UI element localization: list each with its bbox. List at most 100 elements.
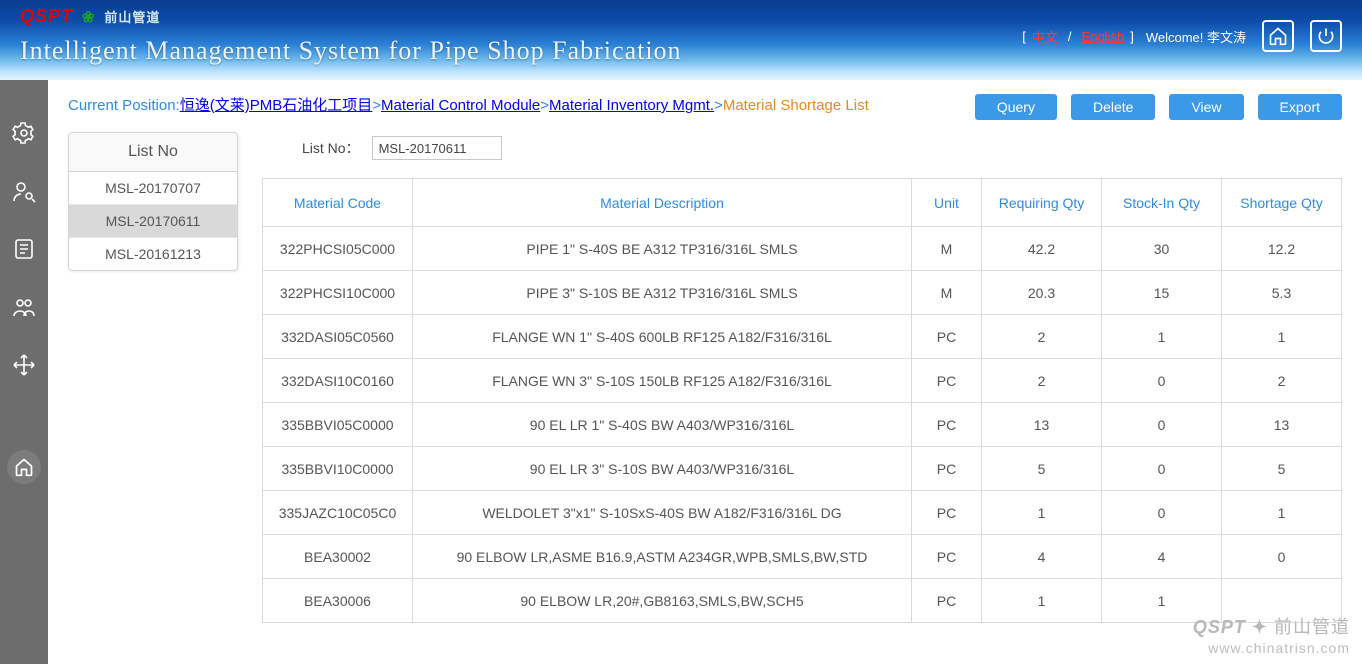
- lang-bracket-close: ]: [1130, 29, 1134, 44]
- table-row[interactable]: 335BBVI05C000090 EL LR 1" S-40S BW A403/…: [263, 403, 1342, 447]
- cell-short: 2: [1222, 359, 1342, 403]
- power-icon: [1316, 26, 1336, 46]
- breadcrumb-module[interactable]: Material Control Module: [381, 97, 540, 114]
- table-row[interactable]: 322PHCSI10C000PIPE 3" S-10S BE A312 TP31…: [263, 271, 1342, 315]
- nav-user[interactable]: [11, 178, 37, 204]
- cell-short: 1: [1222, 315, 1342, 359]
- table-row[interactable]: 332DASI05C0560FLANGE WN 1" S-40S 600LB R…: [263, 315, 1342, 359]
- cell-unit: M: [912, 227, 982, 271]
- cell-req: 5: [982, 447, 1102, 491]
- header-right: [ 中文 / English ] Welcome! 李文涛: [1022, 20, 1342, 52]
- cell-code: 322PHCSI10C000: [263, 271, 413, 315]
- cell-req: 1: [982, 579, 1102, 623]
- cell-desc: 90 EL LR 3" S-10S BW A403/WP316/316L: [413, 447, 912, 491]
- cell-short: 0: [1222, 535, 1342, 579]
- app-header: QSPT ❀ 前山管道 Intelligent Management Syste…: [0, 0, 1362, 80]
- cell-desc: FLANGE WN 3" S-10S 150LB RF125 A182/F316…: [413, 359, 912, 403]
- logo-cn: 前山管道: [104, 10, 160, 25]
- column-header-short[interactable]: Shortage Qty: [1222, 179, 1342, 227]
- cell-req: 1: [982, 491, 1102, 535]
- cell-code: 332DASI05C0560: [263, 315, 413, 359]
- cell-desc: 90 ELBOW LR,20#,GB8163,SMLS,BW,SCH5: [413, 579, 912, 623]
- column-header-req[interactable]: Requiring Qty: [982, 179, 1102, 227]
- breadcrumb-submodule[interactable]: Material Inventory Mgmt.: [549, 97, 714, 114]
- cell-code: BEA30006: [263, 579, 413, 623]
- user-search-icon: [12, 179, 36, 203]
- list-item[interactable]: MSL-20170707: [69, 172, 237, 205]
- cell-desc: PIPE 1" S-40S BE A312 TP316/316L SMLS: [413, 227, 912, 271]
- breadcrumb: Current Position:恒逸(文莱)PMB石油化工项目>Materia…: [68, 94, 869, 115]
- cell-code: BEA30002: [263, 535, 413, 579]
- welcome-user: 李文涛: [1207, 30, 1246, 45]
- cell-stock: 1: [1102, 315, 1222, 359]
- column-header-desc[interactable]: Material Description: [413, 179, 912, 227]
- table-row[interactable]: 332DASI10C0160FLANGE WN 3" S-10S 150LB R…: [263, 359, 1342, 403]
- cell-stock: 15: [1102, 271, 1222, 315]
- main-area: Current Position:恒逸(文莱)PMB石油化工项目>Materia…: [48, 80, 1362, 664]
- listno-input[interactable]: [372, 136, 502, 160]
- cell-stock: 0: [1102, 491, 1222, 535]
- nav-move[interactable]: [11, 352, 37, 378]
- cell-code: 332DASI10C0160: [263, 359, 413, 403]
- breadcrumb-sep: >: [540, 97, 549, 114]
- power-button[interactable]: [1310, 20, 1342, 52]
- nav-settings[interactable]: [11, 120, 37, 146]
- breadcrumb-sep: >: [372, 97, 381, 114]
- cell-req: 13: [982, 403, 1102, 447]
- cell-desc: PIPE 3" S-10S BE A312 TP316/316L SMLS: [413, 271, 912, 315]
- document-icon: [12, 237, 36, 261]
- cell-unit: M: [912, 271, 982, 315]
- list-item[interactable]: MSL-20161213: [69, 238, 237, 270]
- listno-label: List No：: [302, 138, 360, 158]
- lang-link-en[interactable]: English: [1082, 29, 1125, 44]
- column-header-unit[interactable]: Unit: [912, 179, 982, 227]
- breadcrumb-sep: >: [714, 97, 723, 114]
- cell-desc: FLANGE WN 1" S-40S 600LB RF125 A182/F316…: [413, 315, 912, 359]
- nav-people[interactable]: [11, 294, 37, 320]
- column-header-code[interactable]: Material Code: [263, 179, 413, 227]
- table-row[interactable]: 322PHCSI05C000PIPE 1" S-40S BE A312 TP31…: [263, 227, 1342, 271]
- nav-document[interactable]: [11, 236, 37, 262]
- column-header-stock[interactable]: Stock-In Qty: [1102, 179, 1222, 227]
- breadcrumb-prefix: Current Position:: [68, 97, 180, 114]
- cell-stock: 30: [1102, 227, 1222, 271]
- table-row[interactable]: 335JAZC10C05C0WELDOLET 3"x1" S-10SxS-40S…: [263, 491, 1342, 535]
- cell-unit: PC: [912, 403, 982, 447]
- cell-code: 335BBVI05C0000: [263, 403, 413, 447]
- cell-stock: 0: [1102, 403, 1222, 447]
- table-row[interactable]: 335BBVI10C000090 EL LR 3" S-10S BW A403/…: [263, 447, 1342, 491]
- export-button[interactable]: Export: [1258, 94, 1342, 120]
- list-no-panel-header: List No: [69, 133, 237, 172]
- cell-stock: 0: [1102, 359, 1222, 403]
- view-button[interactable]: View: [1169, 94, 1243, 120]
- table-row[interactable]: BEA3000290 ELBOW LR,ASME B16.9,ASTM A234…: [263, 535, 1342, 579]
- nav-home-bottom[interactable]: [7, 450, 41, 484]
- people-icon: [12, 295, 36, 319]
- cell-short: [1222, 579, 1342, 623]
- welcome-text: Welcome! 李文涛: [1146, 27, 1246, 46]
- cell-short: 13: [1222, 403, 1342, 447]
- cell-unit: PC: [912, 535, 982, 579]
- home-button[interactable]: [1262, 20, 1294, 52]
- table-row[interactable]: BEA3000690 ELBOW LR,20#,GB8163,SMLS,BW,S…: [263, 579, 1342, 623]
- cell-unit: PC: [912, 491, 982, 535]
- lang-link-cn[interactable]: 中文: [1032, 27, 1058, 46]
- logo-ornament-icon: ❀: [82, 9, 96, 26]
- lang-bracket-open: [: [1022, 29, 1026, 44]
- cell-unit: PC: [912, 315, 982, 359]
- cell-desc: 90 EL LR 1" S-40S BW A403/WP316/316L: [413, 403, 912, 447]
- logo: QSPT ❀ 前山管道: [20, 6, 160, 27]
- right-panel: List No： Material CodeMaterial Descripti…: [262, 132, 1342, 623]
- left-nav: [0, 80, 48, 664]
- cell-short: 1: [1222, 491, 1342, 535]
- shortage-table: Material CodeMaterial DescriptionUnitReq…: [262, 178, 1342, 623]
- breadcrumb-current: Material Shortage List: [723, 97, 869, 114]
- cell-req: 42.2: [982, 227, 1102, 271]
- query-button[interactable]: Query: [975, 94, 1057, 120]
- cell-desc: WELDOLET 3"x1" S-10SxS-40S BW A182/F316/…: [413, 491, 912, 535]
- delete-button[interactable]: Delete: [1071, 94, 1155, 120]
- gear-icon: [12, 121, 36, 145]
- breadcrumb-project[interactable]: 恒逸(文莱)PMB石油化工项目: [180, 97, 373, 114]
- cell-stock: 1: [1102, 579, 1222, 623]
- list-item[interactable]: MSL-20170611: [69, 205, 237, 238]
